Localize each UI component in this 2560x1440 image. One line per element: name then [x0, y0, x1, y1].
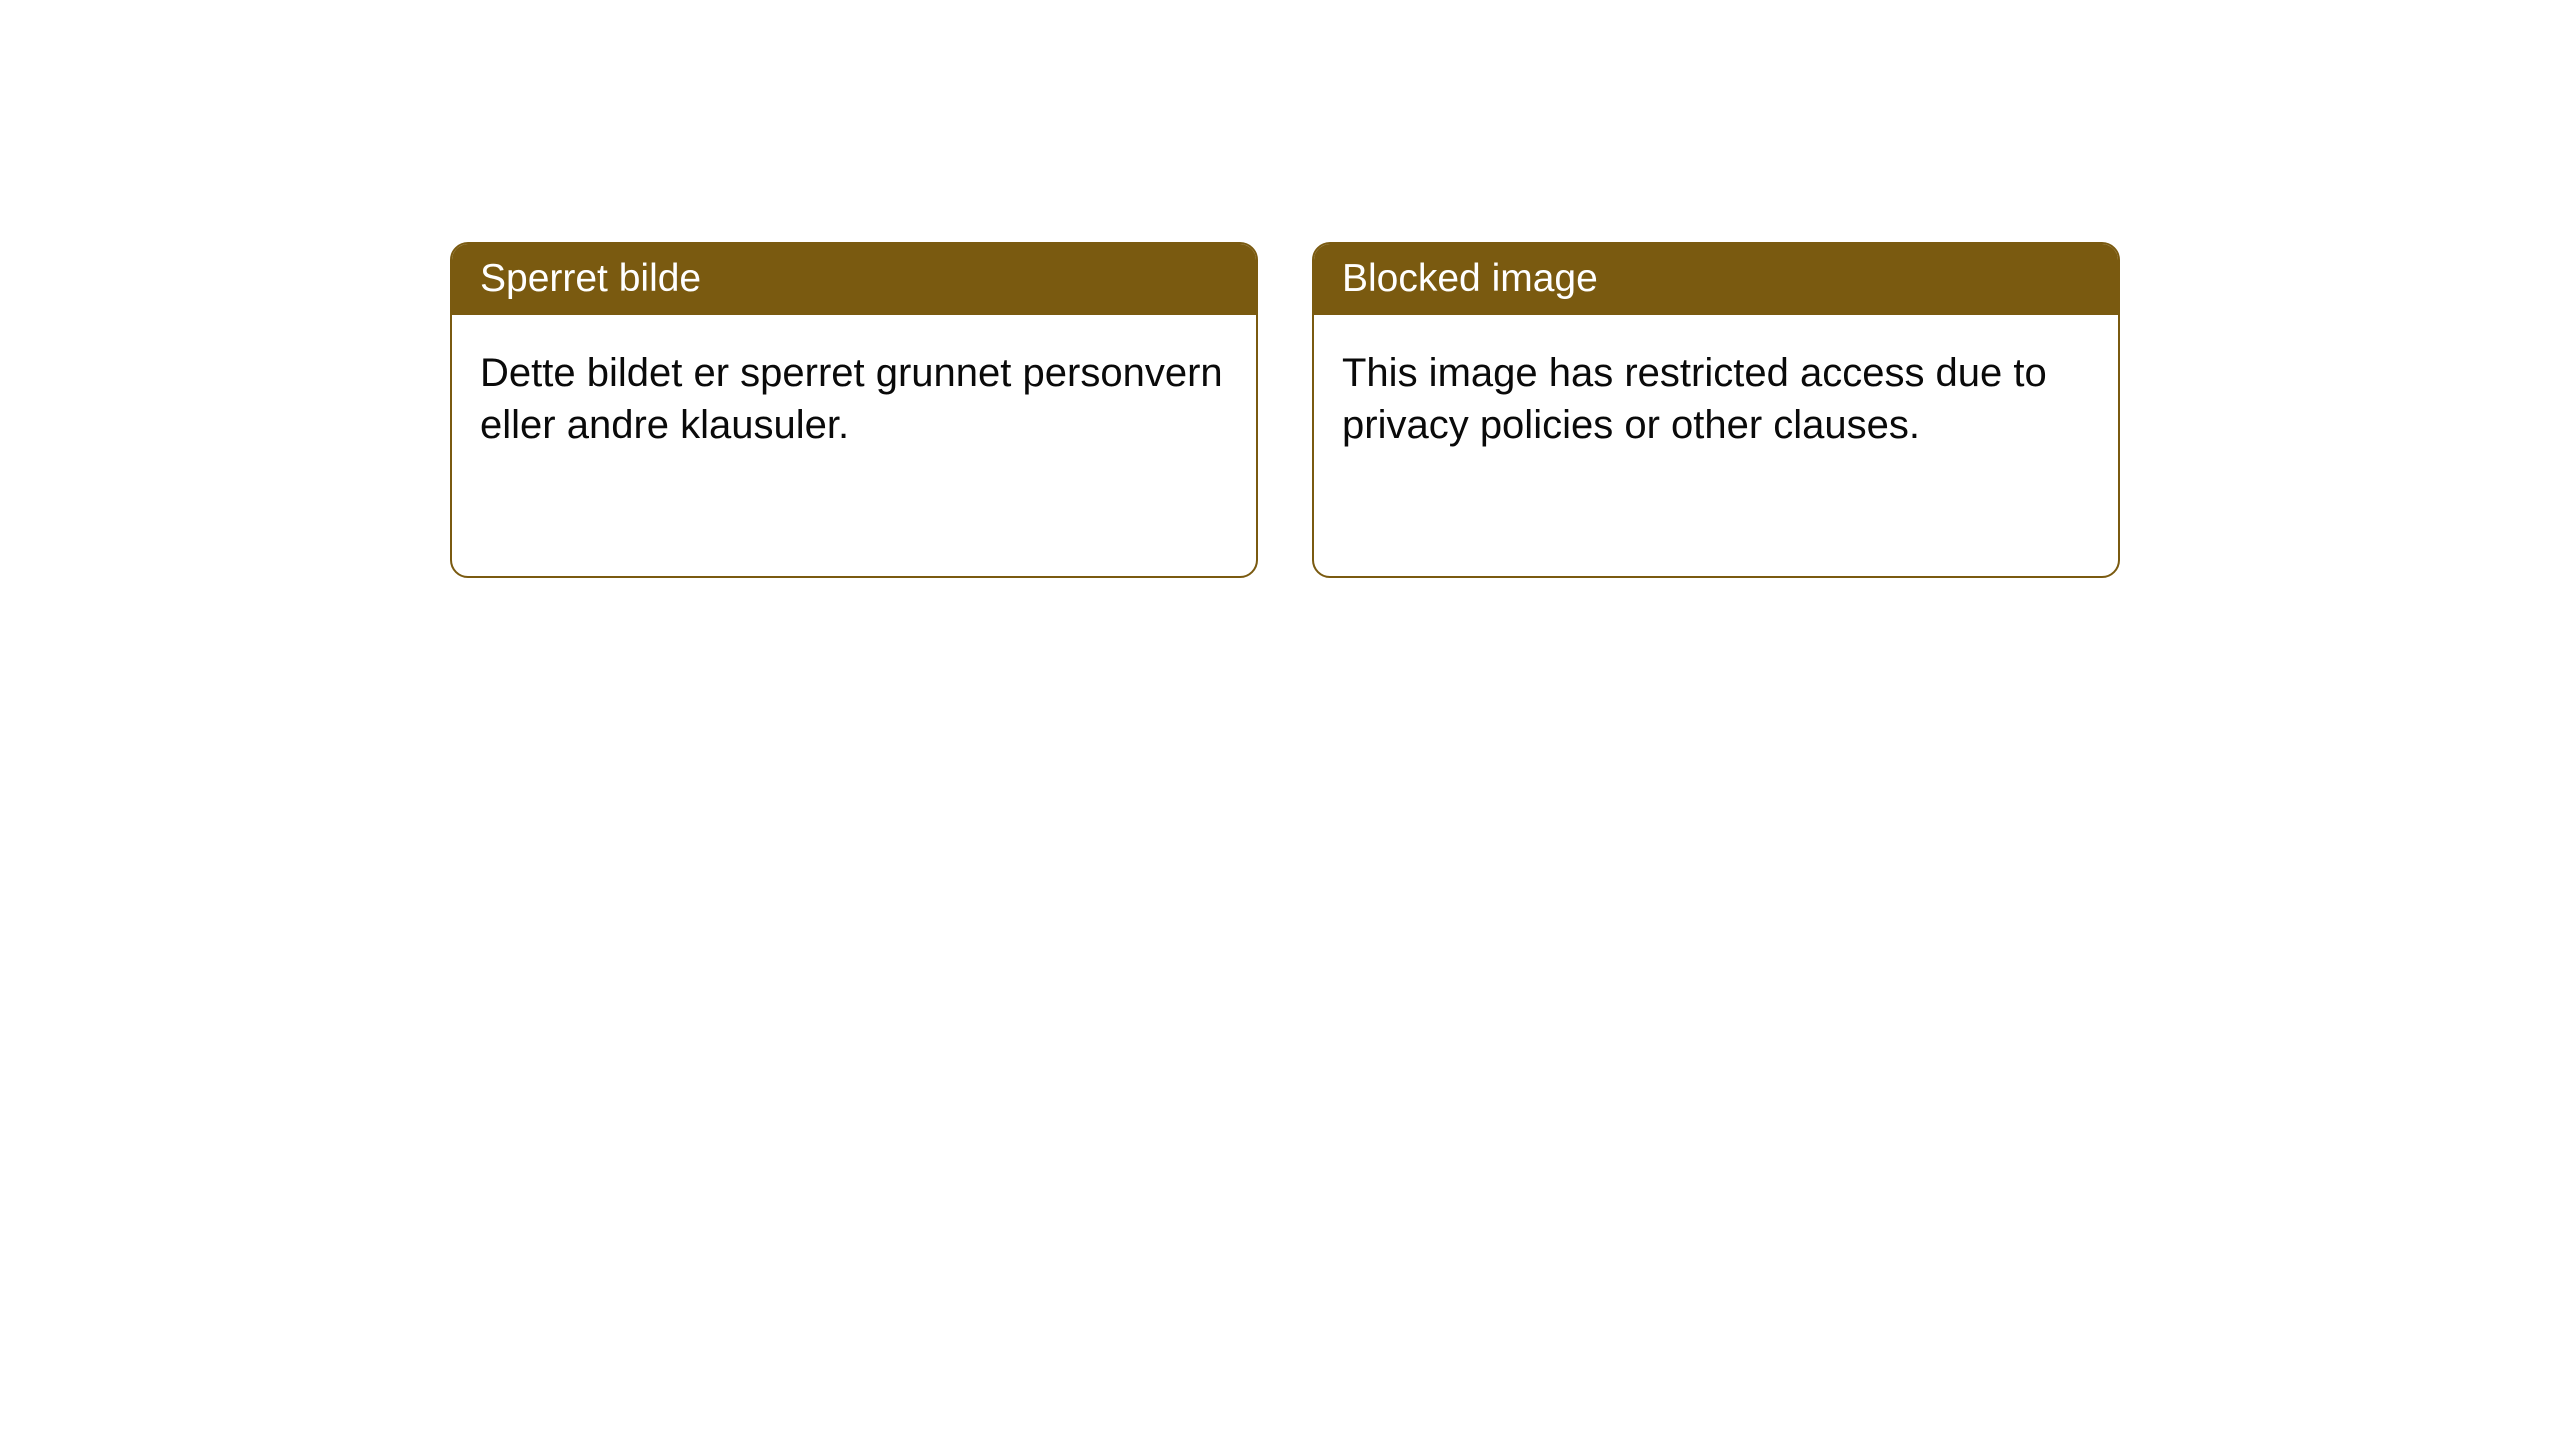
blocked-image-card-en: Blocked image This image has restricted … [1312, 242, 2120, 578]
blocked-image-notices: Sperret bilde Dette bildet er sperret gr… [450, 242, 2120, 578]
card-body: This image has restricted access due to … [1314, 315, 2118, 483]
blocked-image-card-no: Sperret bilde Dette bildet er sperret gr… [450, 242, 1258, 578]
card-header: Sperret bilde [452, 244, 1256, 315]
card-header: Blocked image [1314, 244, 2118, 315]
card-body: Dette bildet er sperret grunnet personve… [452, 315, 1256, 483]
